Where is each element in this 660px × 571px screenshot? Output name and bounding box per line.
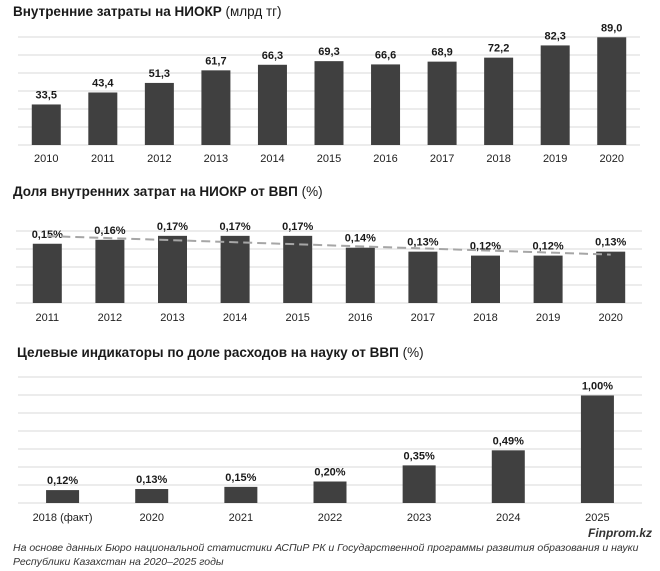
chart3-bar [313, 481, 347, 503]
chart1-title-unit: (млрд тг) [221, 4, 282, 19]
chart3-category-label: 2022 [318, 512, 342, 524]
chart1-data-label: 43,4 [92, 77, 114, 89]
chart3-category-label: 2024 [496, 512, 520, 524]
chart1-category-label: 2013 [204, 153, 228, 165]
chart2-category-label: 2011 [35, 312, 59, 324]
chart2-title-main: Доля внутренних затрат на НИОКР от ВВП [13, 184, 298, 199]
chart2-bar [95, 239, 125, 303]
chart1-category-label: 2012 [147, 153, 171, 165]
chart3-category-label: 2023 [407, 512, 431, 524]
chart2-bar [220, 235, 250, 303]
chart1-data-label: 66,3 [262, 50, 283, 62]
chart1-category-label: 2020 [599, 153, 623, 165]
chart2-data-label: 0,13% [595, 237, 626, 249]
chart1-category-label: 2015 [317, 153, 341, 165]
chart1-data-label: 72,2 [488, 43, 509, 55]
chart3-data-label: 1,00% [582, 381, 613, 393]
chart2-data-label: 0,12% [532, 241, 563, 253]
chart1-category-label: 2016 [373, 153, 397, 165]
chart1-data-label: 68,9 [431, 47, 452, 59]
source-note: На основе данных Бюро национальной стати… [13, 542, 639, 568]
chart2-data-label: 0,15% [32, 229, 63, 241]
chart3-bar [491, 450, 525, 503]
chart2-category-label: 2019 [536, 312, 560, 324]
chart1-data-label: 51,3 [149, 68, 170, 80]
chart3-category-label: 2020 [139, 512, 163, 524]
chart1-category-label: 2019 [543, 153, 567, 165]
chart2-data-label: 0,16% [94, 225, 125, 237]
chart2-data-label: 0,17% [282, 221, 313, 233]
chart3-category-label: 2021 [229, 512, 253, 524]
chart3-title-main: Целевые индикаторы по доле расходов на н… [17, 345, 399, 360]
chart2-title: Доля внутренних затрат на НИОКР от ВВП (… [13, 184, 323, 199]
chart1-category-label: 2014 [260, 153, 284, 165]
chart1-title-main: Внутренние затраты на НИОКР [13, 4, 222, 19]
chart3-bar [402, 465, 436, 503]
chart3-bar [580, 395, 614, 503]
chart1-bar [597, 37, 627, 146]
chart1-category-label: 2018 [486, 153, 510, 165]
chart1-category-label: 2010 [34, 153, 58, 165]
chart2-category-label: 2017 [411, 312, 435, 324]
chart2-bar [32, 243, 62, 303]
chart1-bar [427, 61, 457, 146]
chart3-bar [46, 490, 80, 503]
chart1-bar [144, 82, 174, 145]
chart3-category-label: 2018 (факт) [33, 512, 93, 524]
chart2-bar [345, 247, 375, 303]
chart3-data-label: 0,13% [136, 474, 167, 486]
chart2-category-label: 2012 [98, 312, 122, 324]
chart3-category-label: 2025 [585, 512, 609, 524]
chart3-data-label: 0,49% [493, 435, 524, 447]
chart1-bar [314, 61, 344, 145]
chart1-data-label: 66,6 [375, 49, 396, 61]
chart2-category-label: 2015 [285, 312, 309, 324]
chart1-bar [31, 104, 61, 145]
chart2-data-label: 0,17% [219, 221, 250, 233]
chart2-data-label: 0,13% [407, 237, 438, 249]
chart2-data-label: 0,12% [470, 241, 501, 253]
chart1-bar [257, 64, 287, 145]
chart1-bar [371, 64, 401, 145]
chart1-category-label: 2017 [430, 153, 454, 165]
chart3-title: Целевые индикаторы по доле расходов на н… [17, 345, 424, 360]
chart3-title-unit: (%) [398, 345, 424, 360]
chart2-category-label: 2016 [348, 312, 372, 324]
chart2-bar [283, 235, 313, 303]
chart3-bar [135, 489, 169, 503]
chart1-data-label: 61,7 [205, 55, 226, 67]
chart1-bar [540, 45, 570, 145]
chart3-data-label: 0,20% [314, 467, 345, 479]
chart2-title-unit: (%) [297, 184, 323, 199]
chart3-data-label: 0,12% [47, 475, 78, 487]
chart2-data-label: 0,14% [345, 233, 376, 245]
chart1-data-label: 69,3 [318, 46, 339, 58]
chart2-category-label: 2020 [598, 312, 622, 324]
chart2-bar [596, 251, 626, 303]
chart1-category-label: 2011 [91, 153, 115, 165]
chart2-category-label: 2018 [473, 312, 497, 324]
chart2-bar [533, 255, 563, 303]
chart1-data-label: 89,0 [601, 22, 622, 34]
chart2-bar [158, 235, 187, 303]
chart2-data-label: 0,17% [157, 221, 188, 233]
chart2-bar [408, 251, 438, 303]
chart1-bar [88, 92, 118, 145]
chart1-data-label: 33,5 [36, 89, 57, 101]
chart1-bar [201, 70, 231, 145]
chart2-category-label: 2013 [160, 312, 184, 324]
chart2-category-label: 2014 [223, 312, 247, 324]
chart3-data-label: 0,15% [225, 472, 256, 484]
chart2-trendline [47, 235, 611, 256]
chart3-data-label: 0,35% [404, 450, 435, 462]
chart2-bar [471, 255, 500, 303]
brand-watermark: Finprom.kz [587, 526, 652, 540]
chart1-bar [484, 57, 514, 145]
chart3-bar [224, 486, 258, 503]
chart1-data-label: 82,3 [544, 30, 565, 42]
chart1-title: Внутренние затраты на НИОКР (млрд тг) [13, 4, 282, 19]
